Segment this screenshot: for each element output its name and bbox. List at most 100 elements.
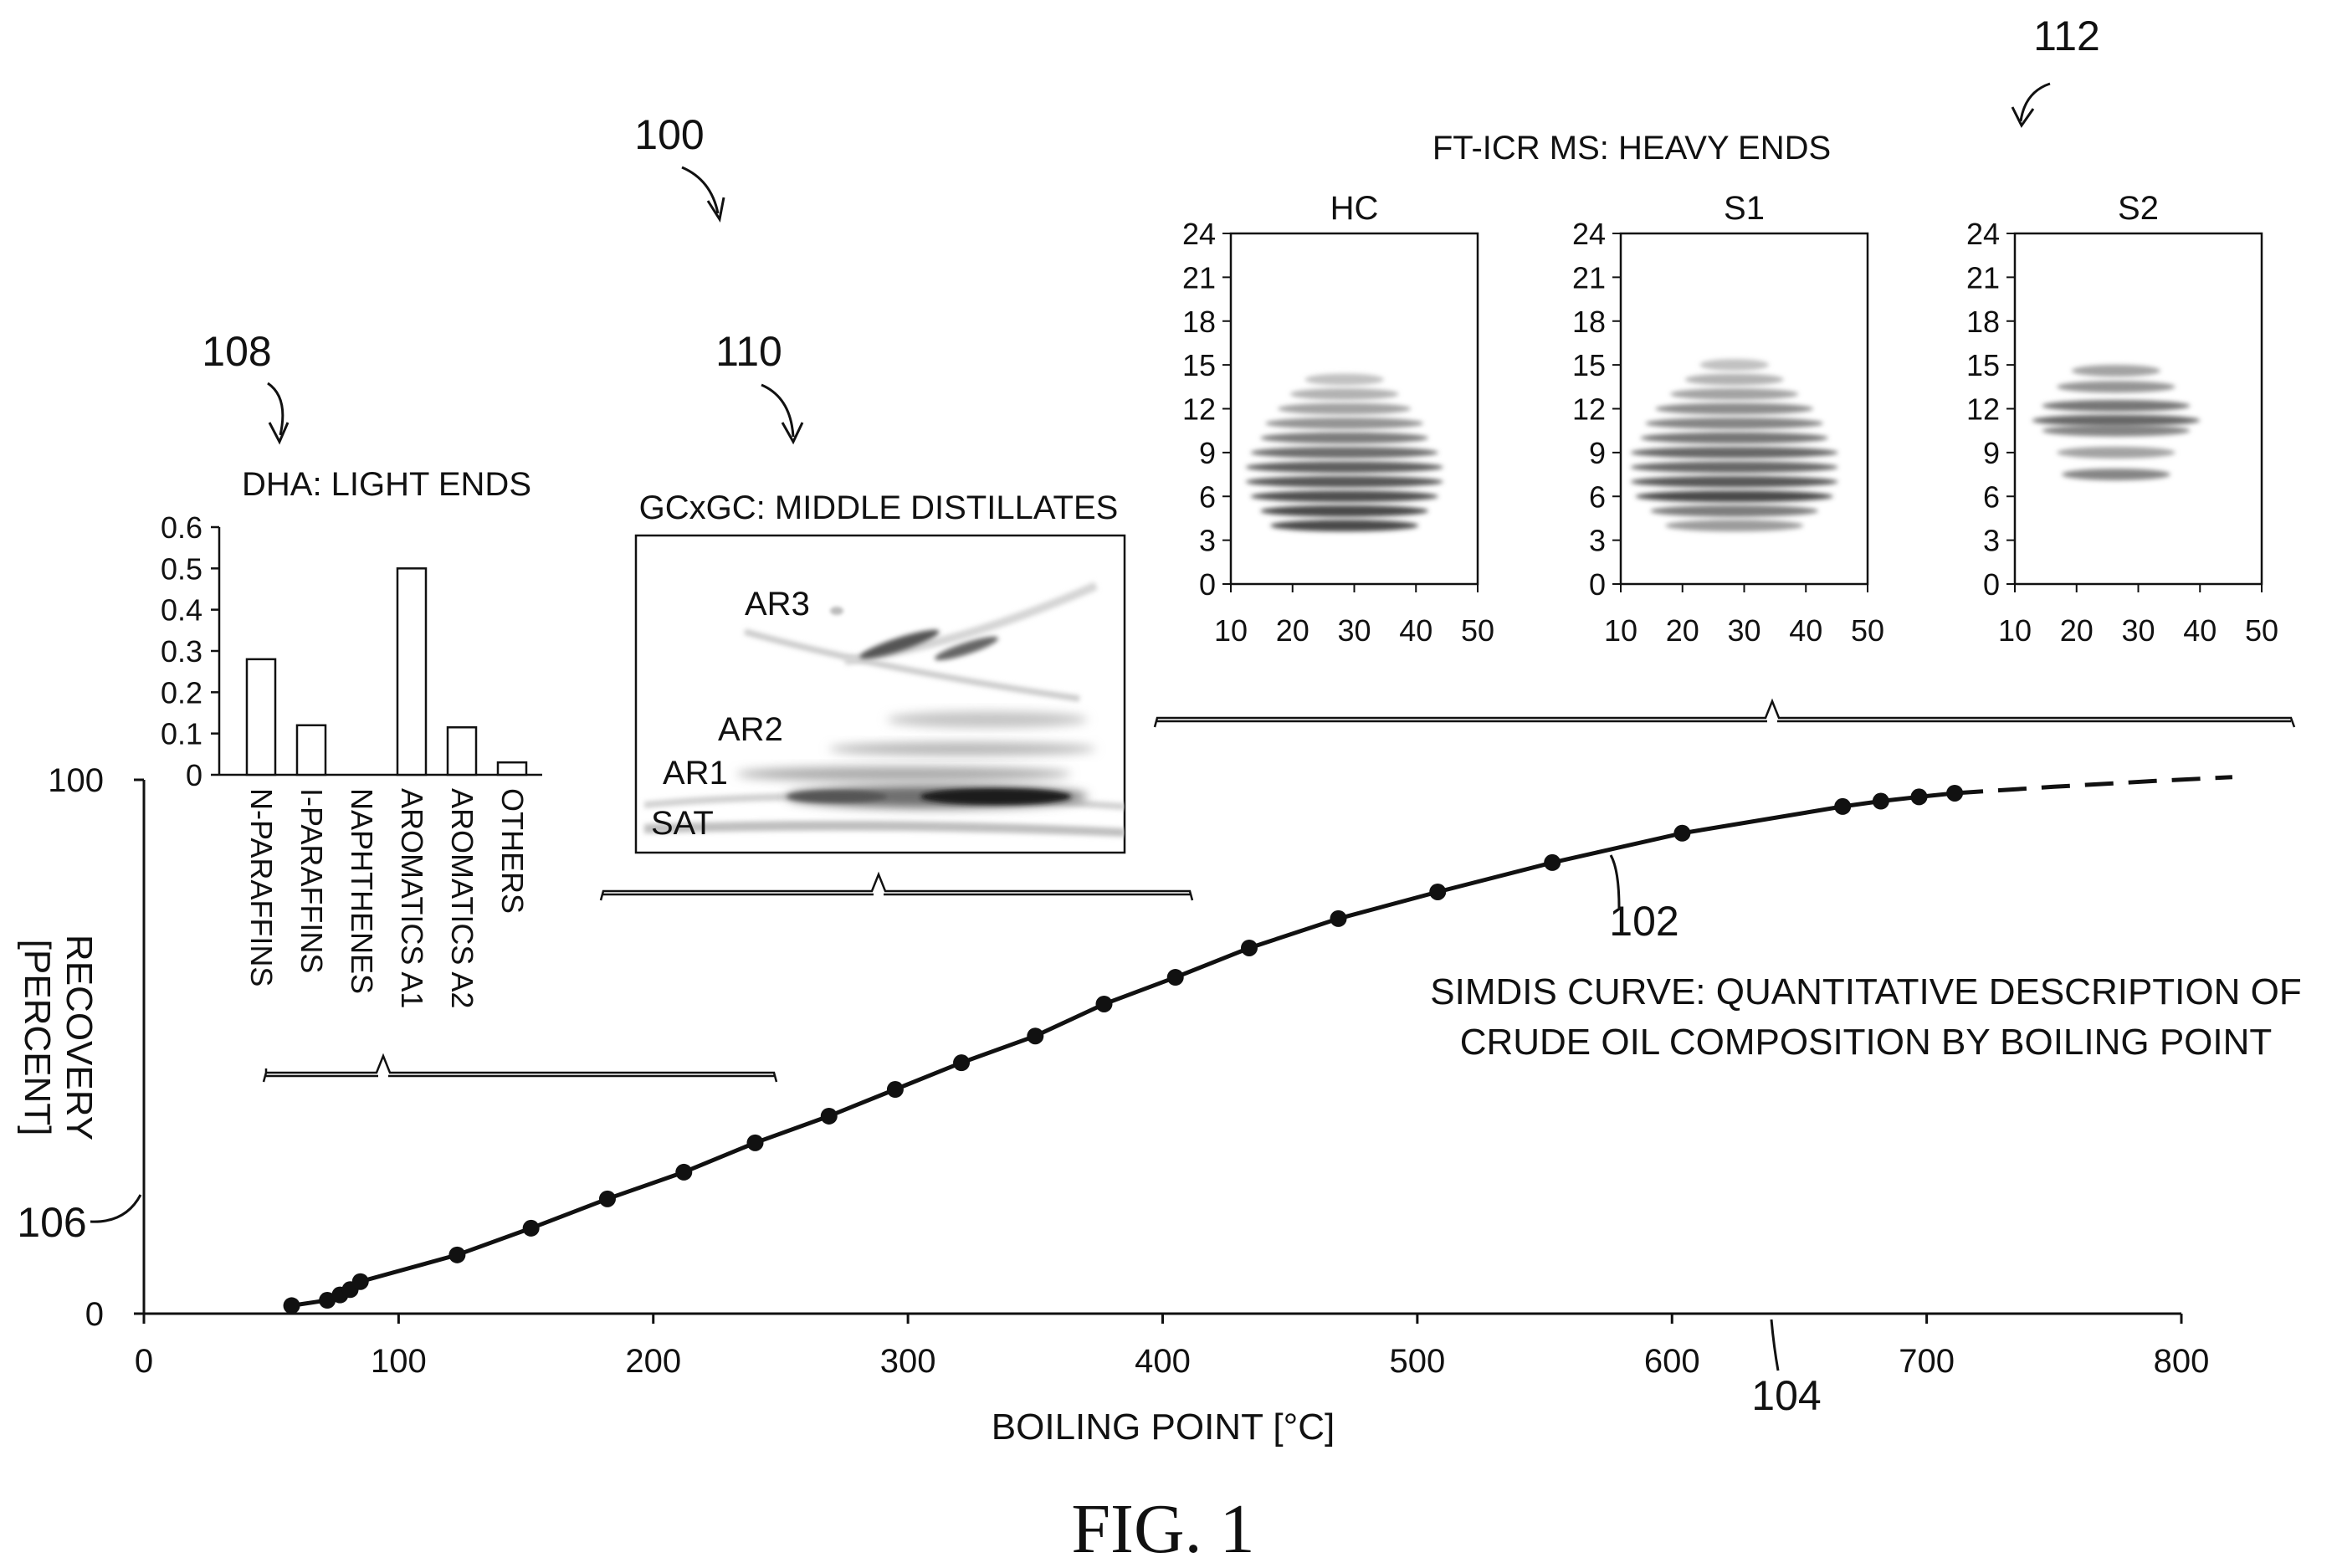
dha-y-tick-label: 0.5 <box>161 551 202 586</box>
fticr-y-tick-label: 0 <box>1589 567 1606 602</box>
fticr-y-tick-label: 15 <box>1182 348 1216 382</box>
fticr-band <box>1699 359 1769 372</box>
simdis-point <box>886 1081 904 1099</box>
simdis-point <box>283 1297 300 1314</box>
fticr-band <box>1270 520 1419 532</box>
fticr-title: FT-ICR MS: HEAVY ENDS <box>1432 130 1831 167</box>
y-tick-group: 0 100 <box>48 762 144 1333</box>
fticr-band <box>1260 505 1428 517</box>
gcxgc-label-sat: SAT <box>651 805 714 842</box>
dha-y-ticks: 0 0.1 0.2 0.3 0.4 0.5 0.6 <box>161 510 219 792</box>
simdis-extrapolation <box>1954 775 2233 796</box>
dha-y-tick-label: 0 <box>186 758 202 792</box>
dha-category-label: N-PARAFFINS <box>244 788 279 986</box>
simdis-point <box>1027 1027 1044 1045</box>
simdis-point <box>1429 883 1447 900</box>
dha-y-tick-label: 0.2 <box>161 675 202 710</box>
fticr-band <box>2042 400 2191 412</box>
fticr-y-tick-label: 12 <box>1182 392 1216 427</box>
simdis-point <box>522 1219 540 1237</box>
simdis-point <box>319 1292 336 1309</box>
fticr-x-tick-label: 50 <box>1851 613 1884 648</box>
dha-category-label: AROMATICS A1 <box>395 788 429 1008</box>
simdis-point <box>1872 792 1889 810</box>
simdis-point <box>1095 995 1113 1012</box>
fticr-band <box>1670 388 1799 401</box>
braces <box>262 698 2296 1083</box>
fticr-band <box>1289 388 1399 401</box>
fticr-y-tick-label: 9 <box>1983 436 2000 470</box>
fticr-panel-title: S2 <box>2118 190 2159 227</box>
simdis-title-line1: SIMDIS CURVE: QUANTITATIVE DESCRIPTION O… <box>1430 971 2301 1012</box>
simdis-point <box>953 1054 971 1072</box>
dha-y-tick-label: 0.3 <box>161 634 202 669</box>
dha-bar <box>396 567 428 776</box>
dha-y-tick-label: 0.1 <box>161 717 202 751</box>
fticr-band <box>1304 373 1384 386</box>
fticr-y-tick-label: 3 <box>1589 524 1606 558</box>
simdis-points <box>283 784 1964 1314</box>
fticr-y-tick-label: 3 <box>1983 524 2000 558</box>
dha-category-label: AROMATICS A2 <box>445 788 479 1008</box>
fticr-band <box>1260 432 1428 444</box>
fticr-band <box>1630 475 1838 488</box>
fticr-x-tick-label: 40 <box>1399 613 1432 648</box>
fticr-band <box>2057 381 2176 393</box>
fticr-chart: FT-ICR MS: HEAVY ENDS HC 0 3 6 9 12 15 18 21 24 10… <box>1182 130 2278 648</box>
x-tick-group: 0 100 200 300 400 500 600 700 800 <box>135 1314 2210 1380</box>
gcxgc-chart: GCxGC: MIDDLE DISTILLATES AR3 AR2 AR1 SA… <box>634 489 1126 854</box>
fticr-band <box>1250 490 1438 503</box>
x-tick-label: 800 <box>2154 1343 2210 1380</box>
gcxgc-label-ar1: AR1 <box>663 755 728 792</box>
fticr-x-tick-label: 20 <box>1276 613 1309 648</box>
fticr-y-tick-label: 12 <box>1966 392 2000 427</box>
fticr-y-tick-label: 12 <box>1572 392 1606 427</box>
fticr-band <box>1265 417 1424 429</box>
x-tick-label: 700 <box>1899 1343 1955 1380</box>
simdis-title-line2: CRUDE OIL COMPOSITION BY BOILING POINT <box>1460 1022 2273 1063</box>
simdis-point <box>1910 788 1928 806</box>
fticr-x-tick-label: 50 <box>2245 613 2278 648</box>
simdis-point <box>448 1246 466 1263</box>
fticr-panel: HC 0 3 6 9 12 15 18 21 24 10 20 30 40 50 <box>1182 190 1494 648</box>
ref-110: 110 <box>715 328 782 375</box>
dha-category-label: I-PARAFFINS <box>295 788 329 973</box>
dha-bar <box>295 724 327 776</box>
fticr-band <box>2042 424 2191 437</box>
fticr-y-tick-label: 6 <box>1983 479 2000 514</box>
fticr-x-tick-label: 50 <box>1461 613 1494 648</box>
dha-category-labels: N-PARAFFINS I-PARAFFINS NAPHTHENES AROMATIC… <box>244 788 530 1008</box>
y-axis-label-line1: RECOVERY <box>59 935 100 1140</box>
simdis-point <box>1544 853 1561 871</box>
dha-category-label: NAPHTHENES <box>345 788 379 994</box>
fticr-y-tick-label: 21 <box>1966 260 2000 295</box>
x-tick-label: 400 <box>1135 1343 1191 1380</box>
fticr-panel-title: HC <box>1330 190 1379 227</box>
fticr-band <box>1245 475 1443 488</box>
fticr-y-tick-label: 21 <box>1182 260 1216 295</box>
y-tick-label: 0 <box>85 1296 104 1333</box>
fticr-band <box>1245 461 1443 474</box>
dha-category-label: OTHERS <box>495 788 530 914</box>
simdis-point <box>1166 969 1184 986</box>
dha-bar <box>446 726 478 776</box>
fticr-panel: S1 0 3 6 9 12 15 18 21 24 10 20 30 40 50 <box>1572 190 1884 648</box>
fticr-y-tick-label: 0 <box>1199 567 1216 602</box>
fticr-y-tick-label: 3 <box>1199 524 1216 558</box>
gcxgc-title: GCxGC: MIDDLE DISTILLATES <box>639 489 1119 526</box>
brace-gcxgc <box>599 871 1194 901</box>
fticr-y-tick-label: 0 <box>1983 567 2000 602</box>
fticr-y-tick-label: 15 <box>1966 348 2000 382</box>
fticr-band <box>1650 505 1818 517</box>
fticr-y-tick-label: 24 <box>1966 217 2000 251</box>
fticr-band <box>2062 469 2170 481</box>
fticr-x-tick-label: 30 <box>2121 613 2155 648</box>
simdis-point <box>598 1190 616 1207</box>
brace-fticr <box>1153 698 2296 728</box>
ref-102: 102 <box>1609 898 1678 945</box>
x-tick-label: 500 <box>1390 1343 1446 1380</box>
dha-bar <box>496 761 528 776</box>
fticr-band <box>1684 373 1784 386</box>
